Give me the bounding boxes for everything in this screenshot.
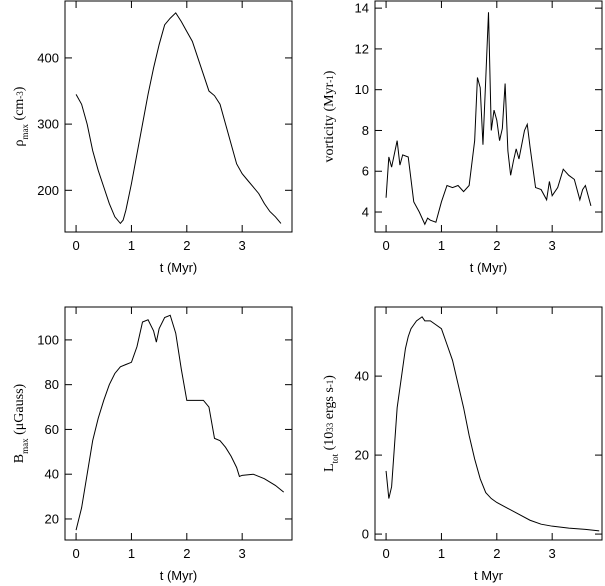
y-tick-label: 300 [37, 117, 59, 132]
y-tick-label: 0 [362, 527, 369, 542]
data-line [75, 12, 282, 225]
x-tick-label: 1 [128, 546, 135, 561]
y-tick-label: 60 [45, 422, 59, 437]
y-tick-label: 80 [45, 377, 59, 392]
axes-frame [374, 306, 603, 541]
y-tick-label: 8 [362, 123, 369, 138]
y-axis-label: Ltot (1033 ergs s-1) [322, 375, 340, 472]
x-tick-label: 1 [128, 238, 135, 253]
y-tick-label: 100 [37, 332, 59, 347]
data-line [75, 314, 285, 531]
x-tick-label: 0 [382, 238, 389, 253]
y-axis-label-part: (μGauss) [12, 383, 27, 438]
y-tick-label: 400 [37, 50, 59, 65]
x-tick-label: 0 [72, 546, 79, 561]
y-axis-label-part: max [20, 438, 30, 454]
x-tick-label: 3 [549, 546, 556, 561]
y-axis-label-part: max [20, 123, 30, 139]
y-axis-label-part: ) [322, 70, 337, 75]
axes-frame [64, 0, 293, 233]
y-tick-label: 6 [362, 164, 369, 179]
data-line [385, 316, 600, 532]
y-axis-label: vorticity (Myr-1) [322, 70, 337, 162]
x-tick-label: 3 [239, 546, 246, 561]
panel: 0 1 2 3 200 300 400 t (Myr) ρmax (cm-3) [12, 0, 293, 275]
y-tick-label: 12 [355, 41, 369, 56]
y-tick-label: 20 [45, 511, 59, 526]
y-tick-label: 40 [45, 467, 59, 482]
panel: 0 1 2 3 20 40 60 80 100 t (Myr) Bmax (μGauss) [12, 306, 293, 583]
x-tick-label: 2 [183, 238, 190, 253]
panel: 0 1 2 3 0 20 40 t Myr Ltot (1033 ergs s-1) [322, 306, 603, 583]
y-tick-label: 14 [355, 1, 369, 16]
y-tick-label: 4 [362, 205, 369, 220]
y-tick-label: 200 [37, 183, 59, 198]
axes-frame [64, 306, 293, 541]
y-axis-label-part: -3 [15, 91, 25, 99]
x-axis-label: t (Myr) [160, 260, 198, 275]
y-axis-label-part: B [12, 454, 27, 463]
y-axis-label-part: ρ [12, 139, 27, 146]
y-axis-label-part: ) [322, 375, 337, 380]
x-tick-label: 0 [72, 238, 79, 253]
y-axis-label-part: ) [12, 86, 27, 91]
y-axis-label-part: (10 [322, 432, 337, 454]
y-axis-label-part: (cm [12, 99, 27, 124]
y-axis-label-part: -1 [325, 380, 335, 388]
x-tick-label: 1 [438, 238, 445, 253]
x-axis-label: t (Myr) [470, 260, 508, 275]
data-line [385, 12, 592, 226]
y-tick-label: 40 [355, 369, 369, 384]
axes-frame [374, 0, 603, 233]
x-tick-label: 3 [239, 238, 246, 253]
y-axis-label: Bmax (μGauss) [12, 383, 30, 463]
x-tick-label: 2 [493, 546, 500, 561]
y-axis-label: ρmax (cm-3) [12, 86, 30, 146]
x-tick-label: 3 [549, 238, 556, 253]
y-axis-label-part: ergs s [322, 387, 337, 423]
x-tick-label: 0 [382, 546, 389, 561]
y-axis-label-part: 33 [325, 422, 335, 432]
x-axis-label: t Myr [474, 568, 504, 583]
x-axis-label: t (Myr) [160, 568, 198, 583]
y-axis-label-part: tot [330, 453, 340, 463]
y-axis-label-part: L [322, 463, 337, 472]
y-axis-label-part: vorticity (Myr [322, 82, 337, 162]
y-tick-label: 10 [355, 82, 369, 97]
x-tick-label: 1 [438, 546, 445, 561]
x-tick-label: 2 [493, 238, 500, 253]
y-axis-label-part: -1 [325, 75, 335, 83]
x-tick-label: 2 [183, 546, 190, 561]
y-tick-label: 20 [355, 448, 369, 463]
